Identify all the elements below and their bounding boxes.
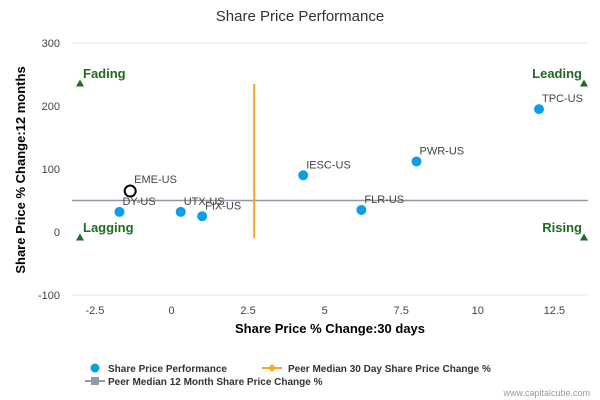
y-tick-label: 200 — [42, 101, 60, 113]
quadrant-triangle-icon — [76, 233, 84, 241]
quadrant-triangle-icon — [580, 233, 588, 241]
legend-label-share-price: Share Price Performance — [108, 364, 227, 375]
data-point-label: TPC-US — [542, 93, 583, 105]
y-tick-label: -100 — [38, 290, 60, 302]
data-point[interactable] — [175, 206, 186, 217]
x-tick-label: 2.5 — [240, 305, 255, 317]
y-axis-ticks: -100 0 100 200 300 — [38, 38, 60, 302]
quadrant-label-fading: Fading — [83, 66, 126, 81]
x-tick-label: 5 — [322, 305, 328, 317]
legend-label-median-30d: Peer Median 30 Day Share Price Change % — [288, 364, 491, 375]
x-tick-label: 0 — [168, 305, 174, 317]
legend-label-median-12m: Peer Median 12 Month Share Price Change … — [108, 377, 323, 388]
y-tick-label: 0 — [54, 227, 60, 239]
x-axis-title: Share Price % Change:30 days — [235, 321, 425, 336]
legend: Share Price Performance Peer Median 30 D… — [85, 363, 491, 388]
data-point[interactable] — [298, 170, 309, 181]
quadrant-triangle-icon — [76, 79, 84, 87]
legend-swatch-share-price — [90, 363, 100, 373]
credit-text: www.capitalcube.com — [502, 388, 590, 398]
highlight-point-label: EME-US — [134, 174, 177, 186]
quadrant-label-lagging: Lagging — [83, 220, 134, 235]
data-point[interactable] — [411, 156, 422, 167]
data-point-label: IESC-US — [306, 159, 351, 171]
quadrant-labels: Fading Leading Lagging Rising — [76, 66, 588, 241]
data-point[interactable] — [114, 206, 125, 217]
data-point[interactable] — [356, 204, 367, 215]
data-point-label: DY-US — [122, 196, 155, 208]
data-point[interactable] — [534, 104, 545, 115]
x-tick-label: 12.5 — [544, 305, 565, 317]
chart-title: Share Price Performance — [216, 8, 384, 25]
quadrant-label-leading: Leading — [532, 66, 582, 81]
data-point-label: FLR-US — [364, 194, 404, 206]
legend-swatch-median-30d-marker — [268, 364, 276, 372]
y-axis-title: Share Price % Change:12 months — [13, 66, 28, 273]
data-point-label: FIX-US — [205, 200, 241, 212]
x-axis-ticks: -2.5 0 2.5 5 7.5 10 12.5 — [85, 305, 565, 317]
x-tick-label: 10 — [472, 305, 484, 317]
data-point[interactable] — [197, 211, 208, 222]
quadrant-label-rising: Rising — [542, 220, 582, 235]
legend-swatch-median-12m-marker — [91, 377, 99, 385]
data-point-label: UTX-US — [184, 196, 225, 208]
highlight-point[interactable] — [123, 184, 137, 198]
y-tick-label: 100 — [42, 164, 60, 176]
y-tick-label: 300 — [42, 38, 60, 50]
quadrant-triangle-icon — [580, 79, 588, 87]
x-tick-label: 7.5 — [394, 305, 409, 317]
data-point-label: PWR-US — [420, 145, 465, 157]
x-tick-label: -2.5 — [85, 305, 104, 317]
